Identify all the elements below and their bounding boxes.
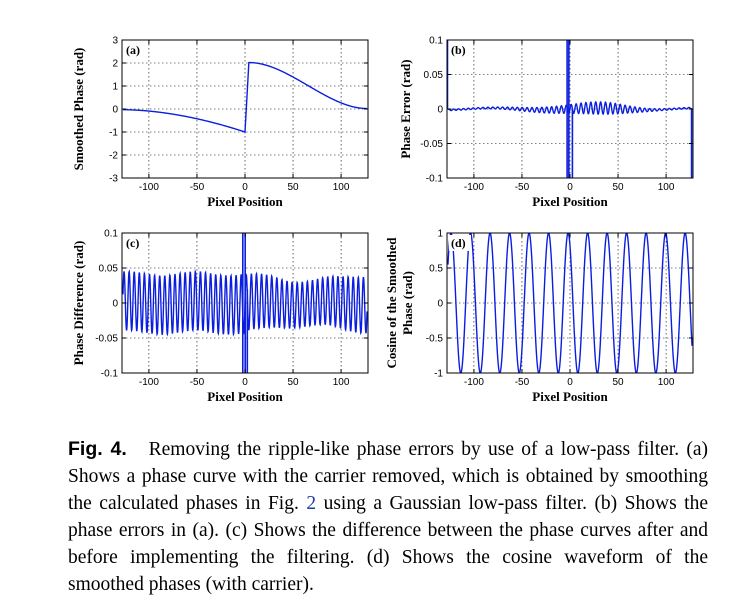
- x-axis-title: Pixel Position: [207, 389, 283, 404]
- y-tick-label: 1: [112, 82, 118, 93]
- x-tick-label: 50: [612, 377, 624, 388]
- data-line-b: [447, 100, 693, 116]
- panel-label-background: [449, 235, 471, 251]
- x-axis-title: Pixel Position: [532, 194, 608, 209]
- x-tick-label: -50: [190, 182, 205, 193]
- y-tick-label: -3: [109, 174, 118, 185]
- x-tick-label: 0: [242, 182, 248, 193]
- figure-reference-link[interactable]: 2: [306, 492, 317, 514]
- y-axis-title: Phase (rad): [400, 271, 415, 335]
- panel-label-background: [124, 42, 146, 58]
- y-tick-label: 0.05: [99, 264, 119, 275]
- panel-c: -100 -50 0 50 100 0.1 0.05 0 -0.05 -0.1 (c) Pixel P…: [71, 229, 369, 404]
- y-tick-label: 0.5: [429, 264, 443, 275]
- y-tick-label: 0: [437, 299, 443, 310]
- y-tick-label: 0: [437, 105, 443, 116]
- figure-number: Fig. 4.: [68, 437, 127, 460]
- panel-label-background: [449, 42, 471, 58]
- x-axis-title: Pixel Position: [532, 389, 608, 404]
- x-tick-label: -100: [139, 377, 159, 388]
- x-tick-label: 0: [567, 377, 573, 388]
- x-axis-title: Pixel Position: [207, 194, 283, 209]
- x-tick-label: 100: [658, 182, 675, 193]
- y-axis-title: Phase Difference (rad): [71, 241, 86, 366]
- y-tick-label: 0.05: [424, 70, 444, 81]
- y-tick-label: 0.1: [429, 36, 443, 47]
- panel-label: (c): [126, 236, 139, 250]
- x-tick-label: -50: [190, 377, 205, 388]
- y-tick-label: 1: [437, 229, 443, 240]
- y-axis-title: Cosine of the Smoothed: [384, 237, 399, 369]
- figure-caption: Fig. 4. Removing the ripple-like phase e…: [68, 436, 708, 598]
- y-tick-label: 0: [112, 299, 118, 310]
- caption-text-continued: using a Gaussian low-pass filter. (b) Sh…: [68, 492, 708, 595]
- x-tick-label: 100: [333, 377, 350, 388]
- y-tick-label: 2: [112, 59, 118, 70]
- x-tick-label: 0: [567, 182, 573, 193]
- data-line-a: [122, 61, 368, 133]
- x-tick-label: -50: [515, 182, 530, 193]
- y-tick-label: -0.5: [426, 334, 444, 345]
- data-line-d: [447, 233, 693, 373]
- panel-label: (d): [451, 236, 466, 250]
- y-tick-label: -0.05: [420, 139, 443, 150]
- y-axis-title: Phase Error (rad): [398, 59, 413, 158]
- y-tick-label: 0: [112, 105, 118, 116]
- x-tick-label: 50: [287, 377, 299, 388]
- y-tick-label: -0.1: [101, 369, 119, 380]
- x-tick-label: -100: [464, 377, 484, 388]
- y-tick-label: -1: [434, 369, 443, 380]
- panel-label-background: [124, 235, 146, 251]
- panel-label: (a): [126, 43, 140, 57]
- x-tick-label: -100: [464, 182, 484, 193]
- x-tick-label: -50: [515, 377, 530, 388]
- y-tick-label: -0.1: [426, 174, 444, 185]
- panel-label: (b): [451, 43, 466, 57]
- y-tick-label: 0.1: [104, 229, 118, 240]
- x-tick-label: 100: [333, 182, 350, 193]
- y-tick-label: -1: [109, 128, 118, 139]
- panel-a: -100 -50 0 50 100 3 2 1 0 -1 -2 -3 (a) Pixel Position…: [71, 36, 369, 209]
- x-tick-label: 0: [242, 377, 248, 388]
- panel-b: -100 -50 0 50 100 0.1 0.05 0 -0.05 -0.1 (b) Pixel P…: [398, 36, 694, 209]
- y-tick-label: 3: [112, 36, 118, 47]
- y-tick-label: -0.05: [95, 334, 118, 345]
- y-axis-title: Smoothed Phase (rad): [71, 48, 86, 171]
- x-tick-label: 100: [658, 377, 675, 388]
- y-tick-label: -2: [109, 151, 118, 162]
- caption-text: Removing the ripple-like phase errors by…: [68, 438, 709, 514]
- figure: -100 -50 0 50 100 3 2 1 0 -1 -2 -3 (a) Pixel Position…: [71, 36, 694, 404]
- panel-d: -100 -50 0 50 100 1 0.5 0 -0.5 -1 (d) Pixel Positio…: [384, 229, 694, 404]
- x-tick-label: -100: [139, 182, 159, 193]
- x-tick-label: 50: [287, 182, 299, 193]
- x-tick-label: 50: [612, 182, 624, 193]
